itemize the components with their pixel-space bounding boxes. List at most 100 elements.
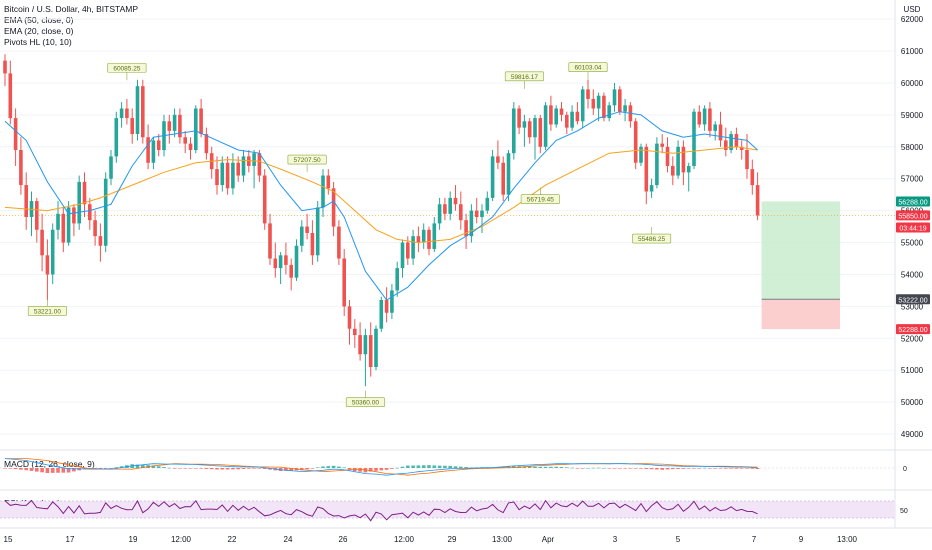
candle-body bbox=[649, 185, 654, 192]
macd-bar bbox=[167, 467, 172, 469]
candle-body bbox=[421, 229, 426, 243]
candle-body bbox=[13, 118, 18, 150]
macd-bar bbox=[135, 464, 140, 468]
macd-bar bbox=[342, 467, 346, 468]
candle-body bbox=[172, 114, 177, 131]
macd-bar bbox=[575, 468, 580, 469]
macd-bar bbox=[35, 468, 39, 472]
candle-body bbox=[427, 229, 431, 249]
axis-price-tag bbox=[896, 196, 930, 207]
pivots-legend[interactable]: Pivots HL (10, 10) bbox=[4, 37, 72, 47]
candle-body bbox=[284, 255, 288, 265]
macd-bar bbox=[13, 468, 18, 470]
macd-bar bbox=[745, 468, 749, 469]
candle-body bbox=[411, 236, 415, 259]
candle-body bbox=[681, 146, 686, 173]
axis-price-label: 55850.00 bbox=[898, 213, 927, 220]
candle-body bbox=[549, 105, 553, 125]
pivot-label: 60103.04 bbox=[574, 65, 601, 72]
candle-body bbox=[729, 134, 733, 150]
candle-body bbox=[384, 300, 389, 313]
candle-body bbox=[676, 146, 680, 176]
ema20-legend[interactable]: EMA (20, close, 0) bbox=[4, 26, 74, 36]
macd-bar bbox=[72, 468, 76, 472]
candle-body bbox=[702, 108, 707, 125]
candle-body bbox=[591, 98, 596, 109]
y-tick-label: 55000 bbox=[901, 239, 924, 248]
candle-body bbox=[464, 220, 468, 237]
macd-bar bbox=[300, 468, 304, 471]
macd-bar bbox=[141, 464, 145, 468]
candle-body bbox=[755, 185, 760, 216]
candle-body bbox=[347, 306, 352, 329]
macd-bar bbox=[209, 468, 214, 470]
macd-bar bbox=[379, 468, 384, 471]
candle-body bbox=[151, 140, 156, 163]
macd-bar bbox=[3, 468, 7, 469]
candle-body bbox=[130, 118, 134, 135]
candle-body bbox=[400, 242, 405, 269]
macd-bar bbox=[368, 468, 373, 472]
macd-bar bbox=[586, 467, 590, 469]
candle-body bbox=[724, 140, 728, 150]
macd-bar bbox=[702, 467, 707, 469]
macd-bar bbox=[310, 468, 315, 469]
macd-histogram bbox=[3, 464, 760, 473]
candle-body bbox=[527, 121, 532, 138]
pivot-label-box bbox=[520, 194, 560, 204]
candle-body bbox=[358, 335, 362, 355]
macd-bar bbox=[262, 468, 267, 469]
candle-body bbox=[644, 146, 649, 192]
macd-legend[interactable]: MACD (12, 26, close, 9) bbox=[4, 459, 95, 469]
x-tick-label: 19 bbox=[129, 535, 138, 544]
ema50-line bbox=[4, 146, 758, 244]
macd-bar bbox=[665, 468, 670, 470]
x-tick-label: 22 bbox=[228, 535, 237, 544]
candle-body bbox=[480, 210, 484, 218]
candle-body bbox=[734, 134, 739, 147]
symbol-title[interactable]: Bitcoin / U.S. Dollar, 4h, BITSTAMP bbox=[4, 4, 138, 14]
candle-body bbox=[167, 121, 172, 131]
candle-body bbox=[501, 162, 505, 195]
macd-bar bbox=[411, 465, 415, 468]
candle-body bbox=[607, 105, 611, 119]
candle-body bbox=[575, 111, 580, 122]
candle-body bbox=[512, 108, 516, 154]
rsi-line bbox=[4, 499, 758, 522]
macd-bar bbox=[686, 468, 691, 469]
x-tick-label: 29 bbox=[448, 535, 457, 544]
candle-body bbox=[236, 162, 240, 176]
macd-bar bbox=[88, 468, 92, 469]
macd-bar bbox=[374, 468, 378, 471]
macd-bar bbox=[24, 468, 28, 471]
candle-body bbox=[141, 86, 145, 138]
x-tick-label: 12:00 bbox=[394, 535, 415, 544]
candle-body bbox=[109, 156, 113, 179]
candle-body bbox=[204, 134, 209, 154]
macd-bar bbox=[40, 468, 44, 473]
macd-bar bbox=[533, 466, 537, 468]
candle-body bbox=[713, 124, 717, 131]
pivot-label-box bbox=[568, 62, 608, 72]
candle-body bbox=[692, 111, 696, 166]
macd-bar bbox=[649, 468, 654, 470]
macd-bar bbox=[596, 467, 601, 469]
y-tick-label: 50000 bbox=[901, 398, 924, 407]
candle-body bbox=[178, 114, 182, 138]
candle-body bbox=[241, 156, 246, 176]
rsi-band bbox=[0, 501, 895, 518]
macd-bar bbox=[612, 468, 617, 469]
macd-bar bbox=[443, 465, 447, 468]
candle-body bbox=[395, 268, 399, 291]
macd-bar bbox=[284, 468, 288, 471]
macd-bar bbox=[151, 465, 156, 468]
x-tick-label: 26 bbox=[339, 535, 348, 544]
candle-body bbox=[156, 140, 161, 150]
macd-bar bbox=[623, 468, 627, 469]
ema50-legend[interactable]: EMA (50, close, 0) bbox=[4, 15, 74, 25]
candle-body bbox=[45, 255, 50, 275]
candle-body bbox=[3, 60, 7, 74]
macd-bar bbox=[607, 468, 611, 469]
candle-body bbox=[19, 150, 23, 186]
